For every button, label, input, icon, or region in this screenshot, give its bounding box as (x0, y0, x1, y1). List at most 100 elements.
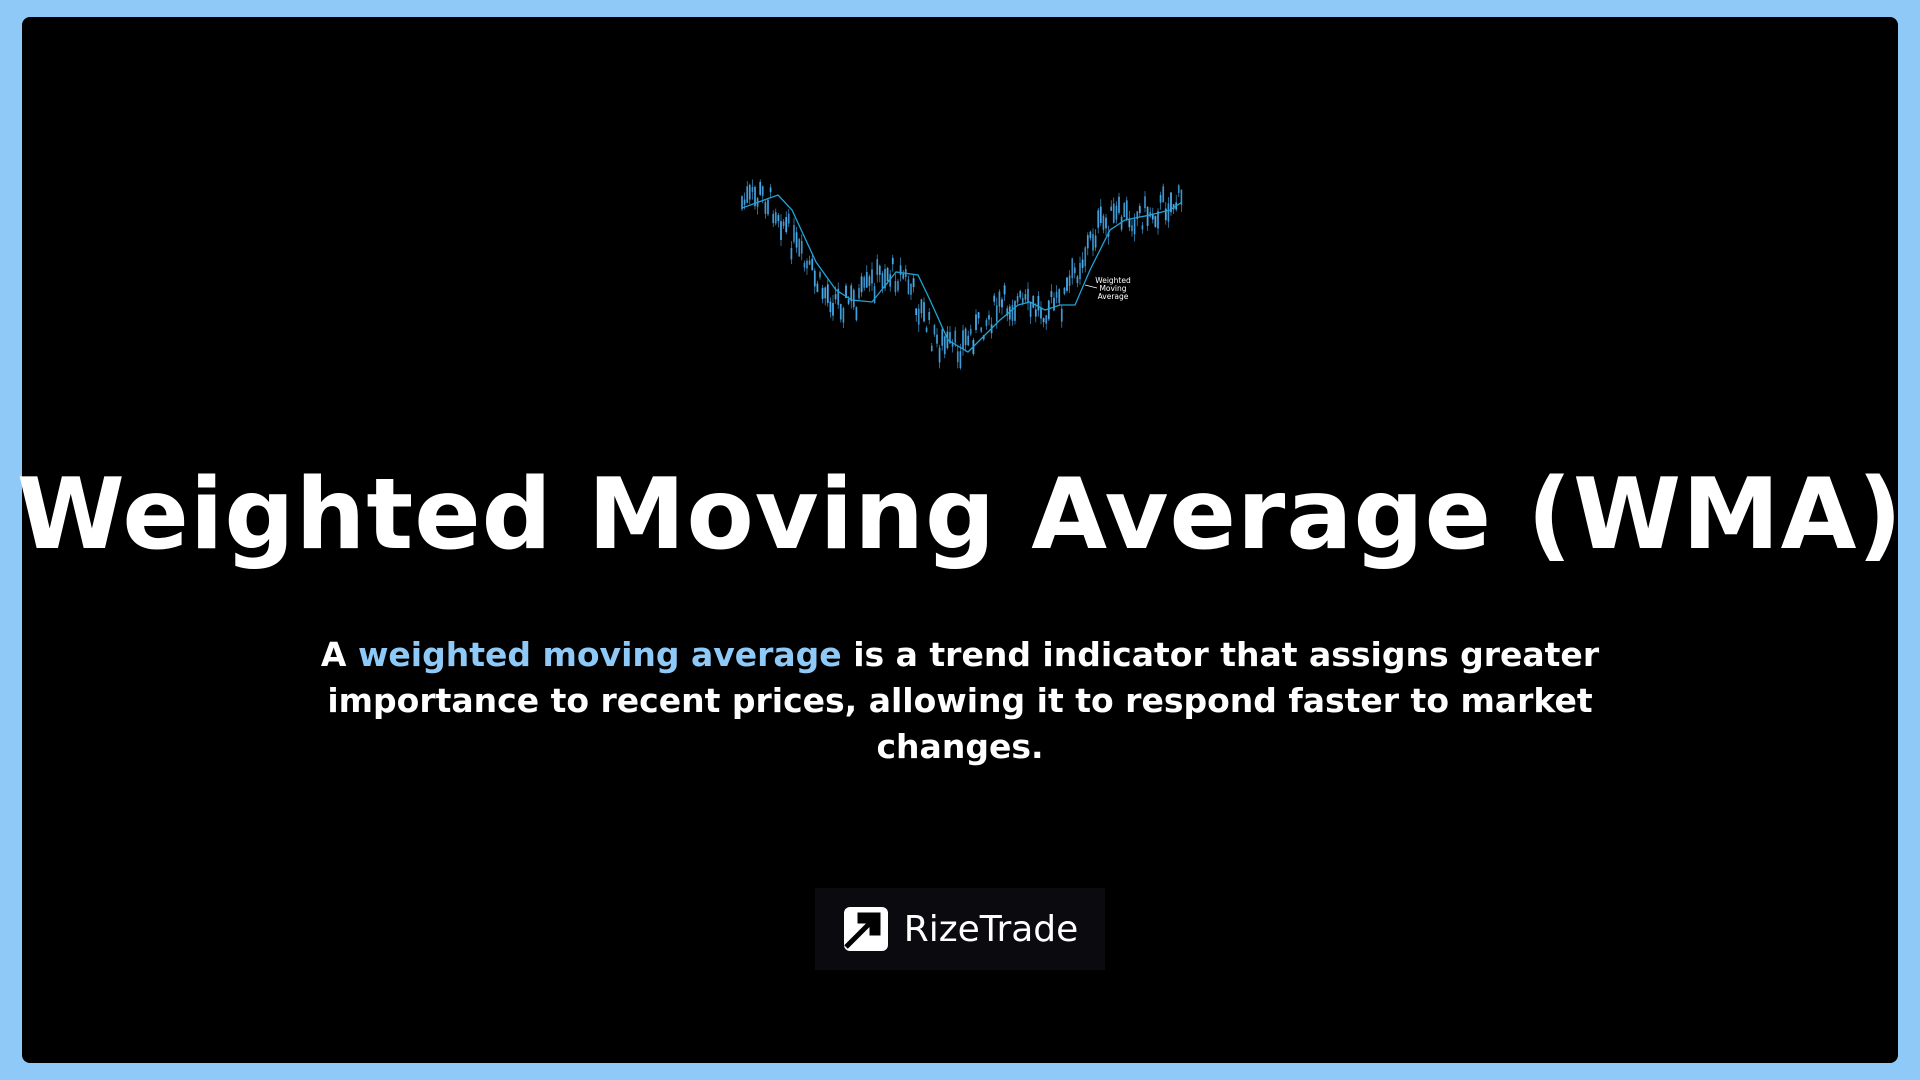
candle-body (793, 225, 795, 242)
candle-body (1131, 225, 1133, 232)
candle-body (876, 259, 879, 275)
wma-chart-illustration: Weighted Moving Average (741, 179, 1183, 370)
candle-body (1089, 231, 1092, 239)
candle-body (798, 239, 801, 257)
candle-body (1063, 287, 1066, 294)
candle-body (761, 186, 764, 196)
candle-body (1047, 300, 1050, 320)
candle-body (777, 215, 780, 222)
candle-body (1094, 235, 1097, 248)
candle-body (1112, 203, 1115, 223)
description: A weighted moving average is a trend ind… (260, 632, 1660, 770)
wma-label-line1: Weighted (1095, 276, 1131, 285)
candle-body (1105, 217, 1107, 229)
candle-body (1084, 247, 1087, 267)
candle-body (800, 240, 803, 254)
candle-body (1110, 206, 1113, 211)
candle-body (943, 336, 946, 355)
candle-body (743, 199, 746, 205)
candle-body (936, 334, 938, 344)
candle-body (1170, 192, 1172, 213)
candle-body (746, 186, 749, 203)
candle-body (962, 330, 964, 349)
candle-body (754, 186, 756, 207)
candle-body (764, 202, 767, 214)
candle-body (917, 308, 920, 325)
candle-body (889, 274, 892, 287)
candle-body (1045, 315, 1048, 324)
candle-body (1034, 309, 1037, 317)
candle-body (850, 285, 853, 302)
candle-body (1180, 189, 1183, 205)
candle-body (780, 221, 782, 240)
candle-body (782, 221, 785, 226)
candle-body (1008, 306, 1011, 320)
candle-body (967, 335, 970, 346)
candle-body (1016, 296, 1019, 303)
candle-body (858, 288, 860, 299)
page-title: Weighted Moving Average (WMA) (16, 458, 1904, 572)
candle-body (1032, 295, 1035, 308)
candle-body (975, 314, 977, 330)
candle-body (1066, 277, 1068, 291)
candle-body (873, 286, 876, 304)
candle-body (1086, 235, 1089, 249)
candle-body (1144, 196, 1146, 209)
candle-body (980, 327, 983, 332)
candle-body (1115, 205, 1118, 220)
candle-body (1177, 185, 1180, 193)
candle-body (808, 260, 811, 265)
candle-body (1071, 258, 1074, 279)
candle-body (751, 187, 754, 192)
candle-body (1058, 289, 1061, 304)
candle-body (956, 351, 959, 363)
candle-body (1097, 210, 1100, 228)
candle-body (1001, 299, 1003, 308)
candle-body (1167, 203, 1170, 222)
candle-body (1060, 308, 1063, 322)
candle-body (860, 276, 863, 293)
candle-body (1068, 275, 1071, 286)
candle-body (1172, 204, 1175, 210)
candle-body (954, 330, 957, 343)
label-leader-line (1084, 284, 1098, 289)
candle-body (964, 328, 967, 346)
candle-body (1141, 225, 1144, 230)
candle-body (1073, 267, 1076, 274)
candle-body (894, 280, 897, 293)
candle-body (928, 311, 931, 321)
candle-body (1042, 318, 1045, 323)
candle-body (1157, 211, 1159, 229)
candle-body (863, 277, 866, 288)
candle-body (1138, 205, 1141, 214)
candle-body (832, 302, 834, 316)
candle-body (852, 289, 855, 308)
candle-body (985, 320, 988, 326)
candle-body (1118, 196, 1120, 213)
candle-body (1055, 291, 1058, 298)
candle-body (871, 269, 873, 284)
candle-body (1133, 219, 1136, 235)
candle-body (1053, 297, 1055, 311)
candle-body (845, 285, 847, 299)
wma-label-line2: Moving (1099, 284, 1126, 293)
candle-body (1029, 302, 1032, 317)
candle-body (790, 248, 793, 260)
candle-body (821, 287, 824, 299)
candle-body (829, 301, 832, 313)
candle-body (902, 273, 905, 279)
candle-body (1027, 288, 1029, 303)
candle-body (1120, 216, 1123, 230)
candle-body (1092, 234, 1094, 251)
candle-body (969, 328, 972, 335)
candle-body (915, 308, 918, 316)
candle-body (811, 258, 814, 271)
candle-body (772, 213, 775, 224)
candle-body (839, 303, 842, 320)
candle-body (767, 199, 769, 215)
candle-body (1021, 297, 1024, 304)
candle-body (847, 299, 850, 304)
candle-body (1159, 195, 1162, 203)
description-highlight: weighted moving average (357, 635, 842, 674)
candle-body (951, 342, 954, 347)
